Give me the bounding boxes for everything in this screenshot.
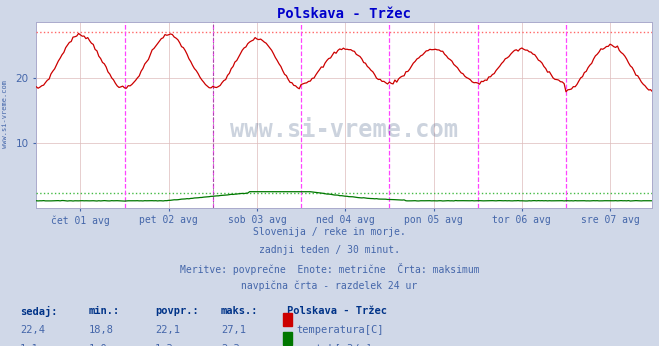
Text: maks.:: maks.: bbox=[221, 306, 258, 316]
Text: temperatura[C]: temperatura[C] bbox=[297, 325, 384, 335]
Text: www.si-vreme.com: www.si-vreme.com bbox=[231, 118, 458, 142]
Text: navpična črta - razdelek 24 ur: navpična črta - razdelek 24 ur bbox=[241, 281, 418, 291]
Text: 1,1: 1,1 bbox=[20, 344, 38, 346]
Text: povpr.:: povpr.: bbox=[155, 306, 198, 316]
Text: zadnji teden / 30 minut.: zadnji teden / 30 minut. bbox=[259, 245, 400, 255]
Text: 18,8: 18,8 bbox=[89, 325, 114, 335]
Text: 1,0: 1,0 bbox=[89, 344, 107, 346]
Text: 22,1: 22,1 bbox=[155, 325, 180, 335]
Text: 27,1: 27,1 bbox=[221, 325, 246, 335]
Text: pretok[m3/s]: pretok[m3/s] bbox=[297, 344, 372, 346]
Text: Polskava - Tržec: Polskava - Tržec bbox=[287, 306, 387, 316]
Text: sedaj:: sedaj: bbox=[20, 306, 57, 317]
Text: 1,3: 1,3 bbox=[155, 344, 173, 346]
Text: www.si-vreme.com: www.si-vreme.com bbox=[2, 80, 9, 148]
Text: Slovenija / reke in morje.: Slovenija / reke in morje. bbox=[253, 227, 406, 237]
Title: Polskava - Tržec: Polskava - Tržec bbox=[277, 7, 411, 21]
Text: Meritve: povprečne  Enote: metrične  Črta: maksimum: Meritve: povprečne Enote: metrične Črta:… bbox=[180, 263, 479, 275]
Text: 22,4: 22,4 bbox=[20, 325, 45, 335]
Text: 2,3: 2,3 bbox=[221, 344, 239, 346]
Text: min.:: min.: bbox=[89, 306, 120, 316]
